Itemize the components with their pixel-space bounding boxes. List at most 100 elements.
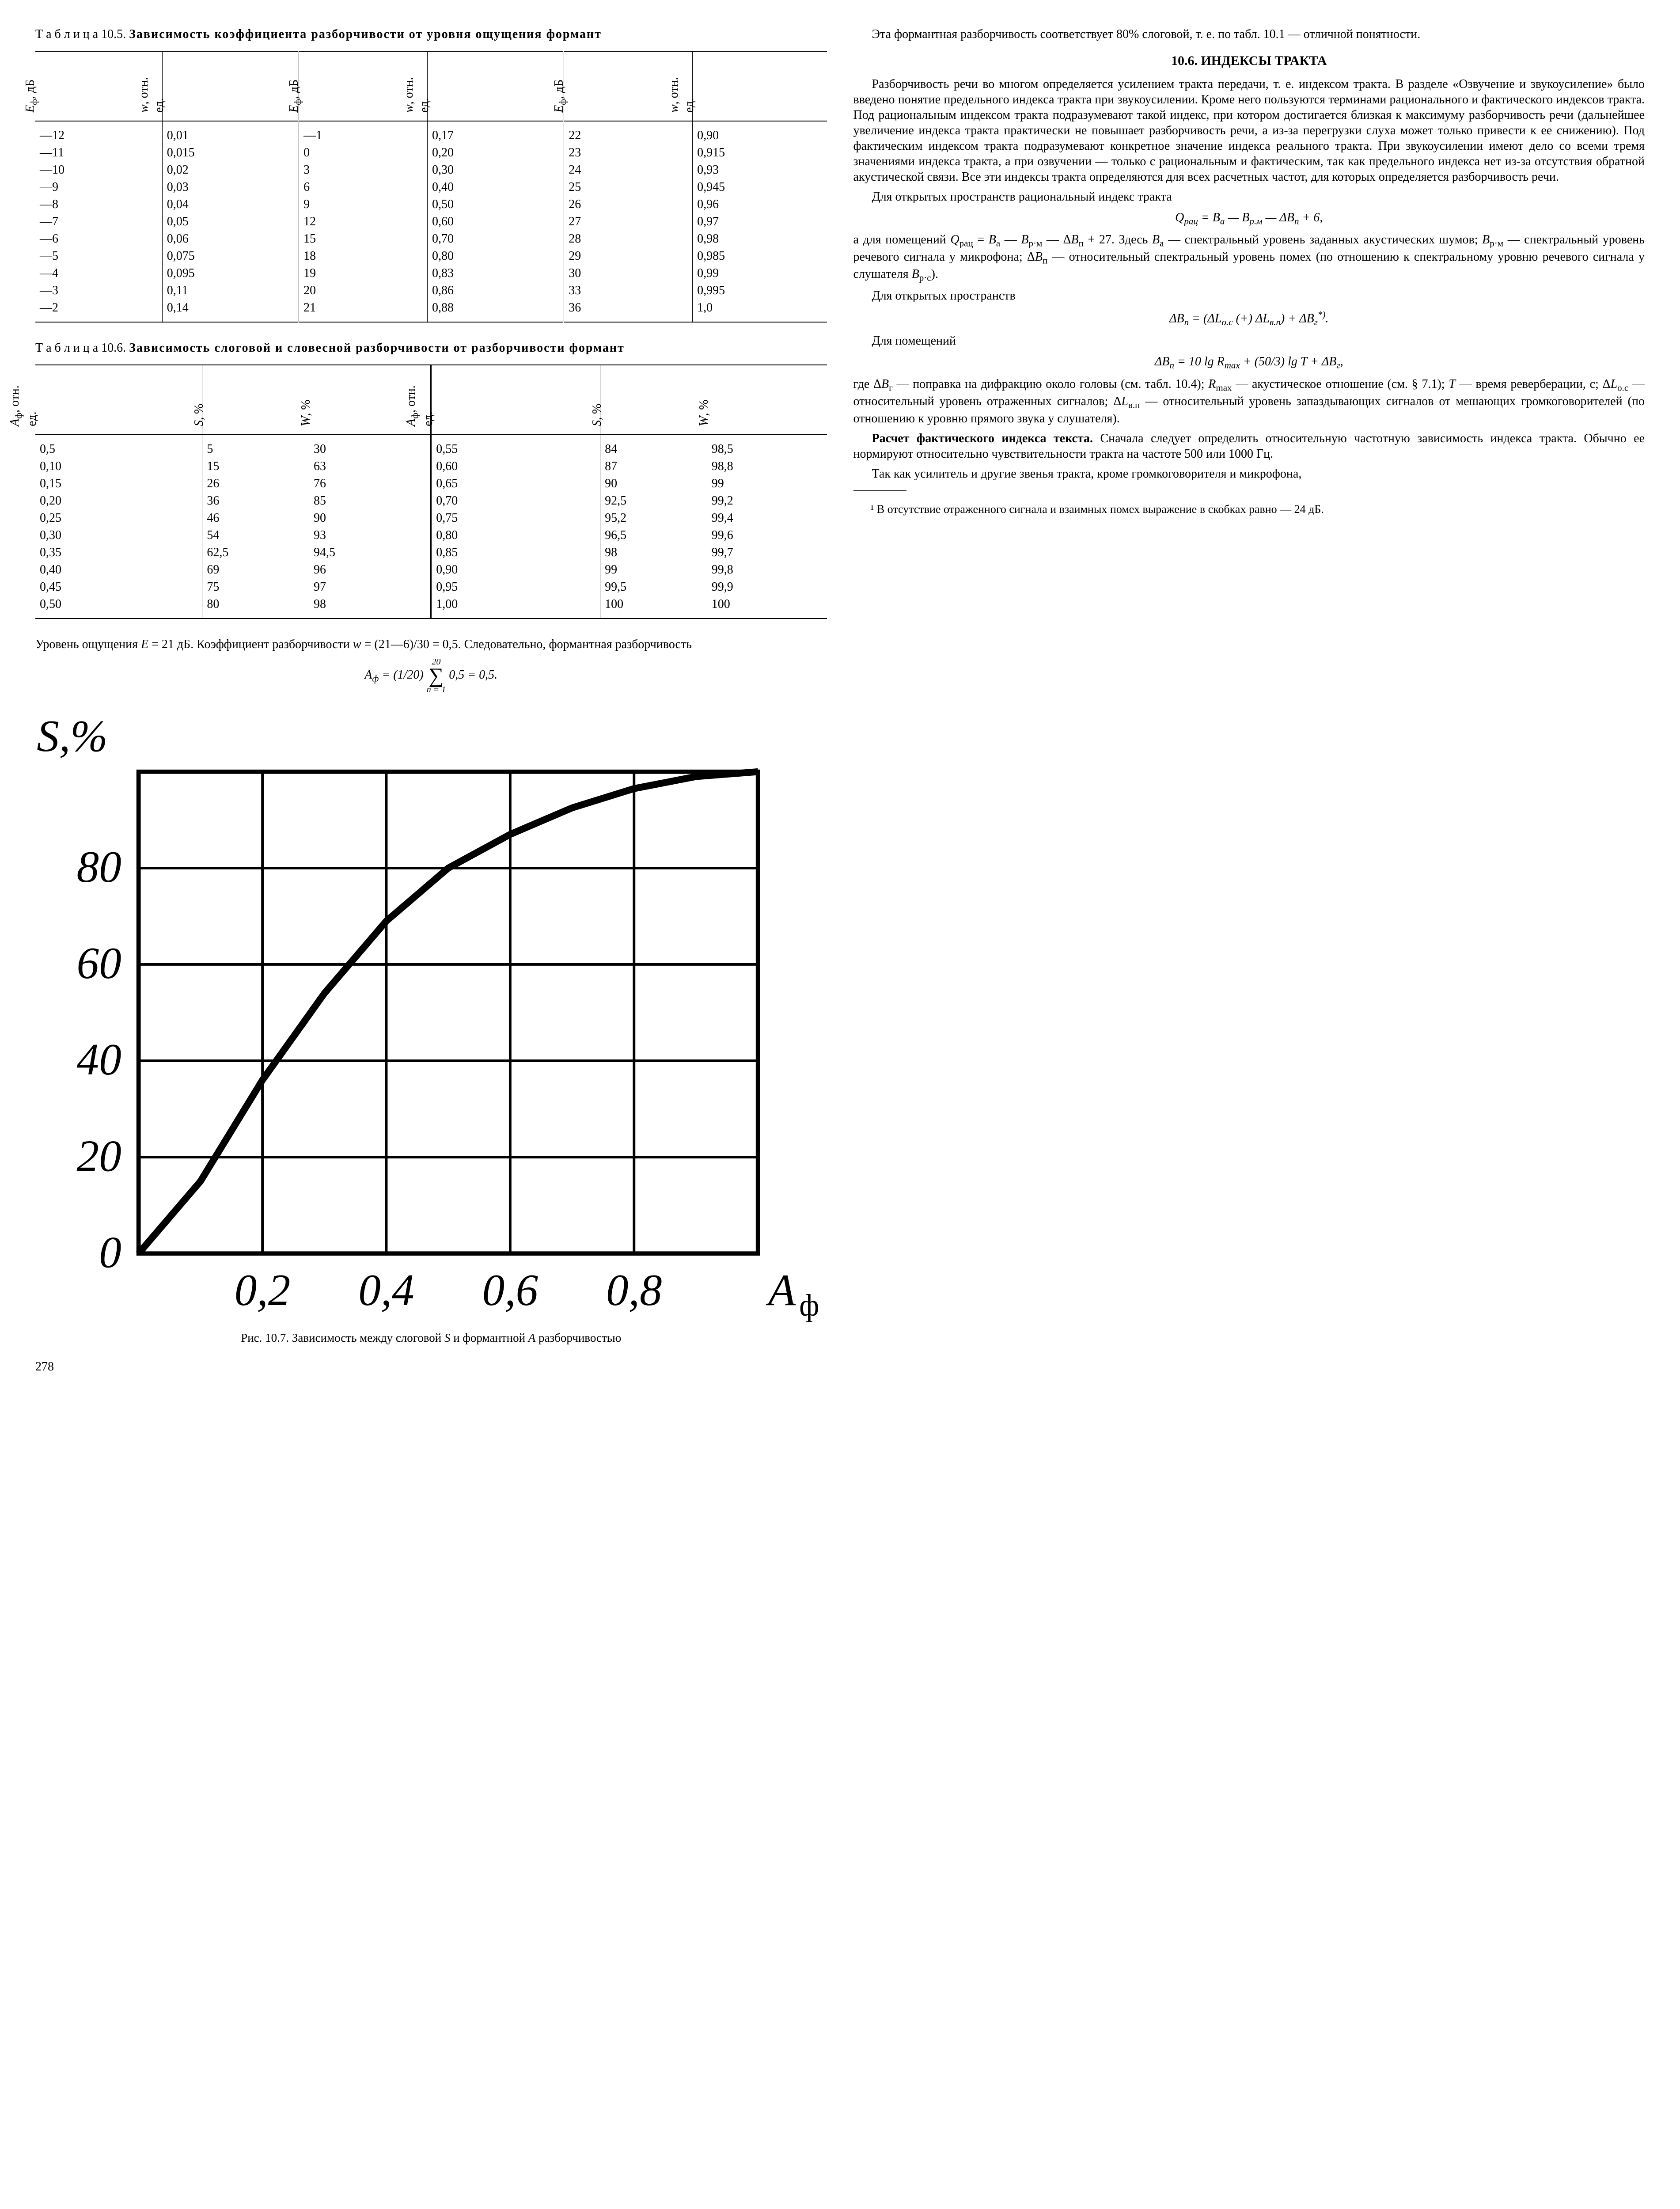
table-cell: 0,995	[693, 282, 827, 299]
table-cell: 0,985	[693, 247, 827, 265]
footnote-rule	[853, 490, 906, 491]
right-column: Эта формантная разборчивость соответству…	[853, 27, 1645, 1374]
table-row: —80,0490,50260,96	[35, 196, 827, 213]
table-cell: 0,80	[427, 247, 563, 265]
table-cell: 12	[299, 213, 428, 230]
table-cell: 0,90	[431, 561, 600, 578]
table-cell: —7	[35, 213, 162, 230]
col-head: W, %	[696, 399, 712, 426]
table-row: —90,0360,40250,945	[35, 178, 827, 196]
table-cell: 3	[299, 161, 428, 178]
section-title-10-6: 10.6. ИНДЕКСЫ ТРАКТА	[853, 53, 1645, 69]
col-head: S, %	[589, 404, 605, 426]
formula-a-phi: Aф = (1/20) 20 ∑ n = 1 0,5 = 0,5.	[35, 657, 827, 694]
table-cell: 0,20	[35, 492, 202, 509]
table-cell: 0,01	[162, 121, 298, 144]
svg-text:40: 40	[76, 1035, 121, 1084]
table-cell: —9	[35, 178, 162, 196]
table-cell: 0,04	[162, 196, 298, 213]
col-head: w, отн.ед.	[401, 77, 432, 113]
footnote-1: ¹ В отсутствие отраженного сигнала и вза…	[853, 502, 1645, 517]
table-10-6-prefix: Т а б л и ц а 10.6.	[35, 341, 126, 355]
table-cell: 0,75	[431, 509, 600, 527]
table-cell: 99,8	[707, 561, 827, 578]
table-cell: 0,99	[693, 265, 827, 282]
table-cell: 0,945	[693, 178, 827, 196]
table-cell: 0,35	[35, 544, 202, 561]
table-cell: 0	[299, 144, 428, 161]
para-9: Так как усилитель и другие звенья тракта…	[853, 466, 1645, 482]
table-cell: 0,5	[35, 435, 202, 458]
table-cell: 26	[202, 475, 309, 492]
table-cell: 100	[600, 596, 707, 619]
table-cell: 0,80	[431, 527, 600, 544]
table-cell: 25	[564, 178, 693, 196]
table-cell: 0,85	[431, 544, 600, 561]
svg-text:ф: ф	[799, 1289, 819, 1323]
svg-text:S,%: S,%	[37, 711, 107, 761]
table-cell: 98,8	[707, 458, 827, 475]
left-column: Т а б л и ц а 10.5. Зависимость коэффици…	[35, 27, 827, 1374]
table-cell: 1,0	[693, 299, 827, 322]
table-cell: 99	[600, 561, 707, 578]
table-cell: 26	[564, 196, 693, 213]
formula-rhs: 0,5 = 0,5.	[449, 668, 497, 682]
table-cell: 0,10	[35, 458, 202, 475]
table-cell: 0,30	[35, 527, 202, 544]
table-cell: 0,015	[162, 144, 298, 161]
para-2: Разборчивость речи во многом определяетс…	[853, 76, 1645, 185]
table-cell: 62,5	[202, 544, 309, 561]
formula-delta-bp-room: ΔBп = 10 lg Rmax + (50/3) lg T + ΔBг,	[853, 354, 1645, 371]
table-cell: 84	[600, 435, 707, 458]
table-cell: 96,5	[600, 527, 707, 544]
table-row: 0,3054930,8096,599,6	[35, 527, 827, 544]
table-row: —70,05120,60270,97	[35, 213, 827, 230]
body-text-1: Уровень ощущения E = 21 дБ. Коэффициент …	[35, 637, 827, 652]
table-row: 0,4069960,909999,8	[35, 561, 827, 578]
table-cell: 0,98	[693, 230, 827, 247]
table-cell: 0,86	[427, 282, 563, 299]
formula-q-rac: Qрац = Ba — Bр.м — ΔBп + 6,	[853, 210, 1645, 227]
table-cell: 1,00	[431, 596, 600, 619]
para-6: Для помещений	[853, 333, 1645, 349]
table-cell: 0,55	[431, 435, 600, 458]
svg-text:0,4: 0,4	[358, 1265, 414, 1315]
svg-text:0,6: 0,6	[482, 1265, 539, 1315]
table-row: —100,0230,30240,93	[35, 161, 827, 178]
table-cell: 0,02	[162, 161, 298, 178]
table-cell: 80	[202, 596, 309, 619]
svg-text:0,2: 0,2	[235, 1265, 291, 1315]
table-cell: 19	[299, 265, 428, 282]
table-cell: 99,5	[600, 578, 707, 596]
table-cell: 46	[202, 509, 309, 527]
table-cell: 0,05	[162, 213, 298, 230]
svg-text:A: A	[766, 1265, 796, 1315]
figure-10-7-caption: Рис. 10.7. Зависимость между слоговой S …	[35, 1331, 827, 1346]
table-cell: 0,95	[431, 578, 600, 596]
table-cell: 90	[600, 475, 707, 492]
para-3: Для открытых пространств рациональный ин…	[853, 189, 1645, 205]
table-cell: 63	[309, 458, 431, 475]
table-cell: 0,03	[162, 178, 298, 196]
para-8-bold: Расчет фактического индекса текста.	[872, 432, 1093, 445]
table-row: 0,55300,558498,5	[35, 435, 827, 458]
table-cell: 21	[299, 299, 428, 322]
table-cell: 0,25	[35, 509, 202, 527]
col-head: w, отн.ед.	[666, 77, 697, 113]
para-5: Для открытых пространств	[853, 288, 1645, 304]
table-row: —30,11200,86330,995	[35, 282, 827, 299]
table-cell: 95,2	[600, 509, 707, 527]
table-cell: —4	[35, 265, 162, 282]
table-cell: 0,15	[35, 475, 202, 492]
para-7: где ΔBг — поправка на дифракцию около го…	[853, 376, 1645, 426]
table-cell: 28	[564, 230, 693, 247]
table-cell: 15	[299, 230, 428, 247]
formula-delta-bp-open: ΔBп = (ΔLо.с (+) ΔLв.п) + ΔBг*).	[853, 309, 1645, 328]
table-cell: 97	[309, 578, 431, 596]
table-row: Eф, дБ w, отн.ед. Eф, дБ w, отн.ед. Eф, …	[35, 51, 827, 121]
table-cell: —10	[35, 161, 162, 178]
col-head: w, отн.ед.	[136, 77, 167, 113]
table-cell: 0,30	[427, 161, 563, 178]
table-cell: —3	[35, 282, 162, 299]
table-10-5-prefix: Т а б л и ц а 10.5.	[35, 27, 126, 41]
